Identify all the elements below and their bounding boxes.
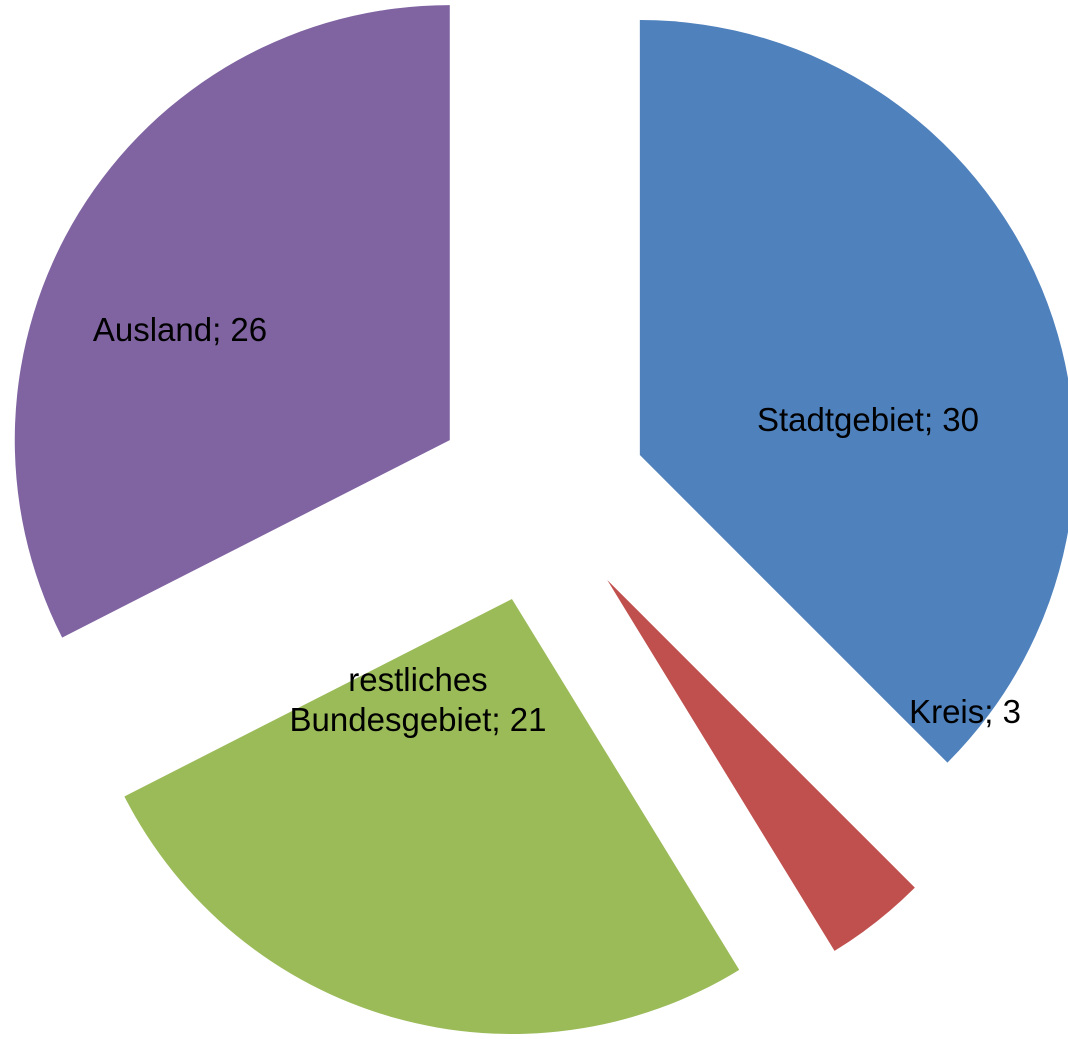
data-label: Stadtgebiet; 30 [756, 401, 979, 438]
pie-slice [639, 20, 1068, 763]
data-label: restliches Bundesgebiet; 21 [289, 661, 547, 738]
pie-slice [124, 598, 740, 1034]
data-label: Kreis; 3 [909, 693, 1021, 730]
data-label: Ausland; 26 [92, 311, 268, 348]
pie-slice [607, 580, 915, 951]
pie-slice [14, 5, 450, 638]
